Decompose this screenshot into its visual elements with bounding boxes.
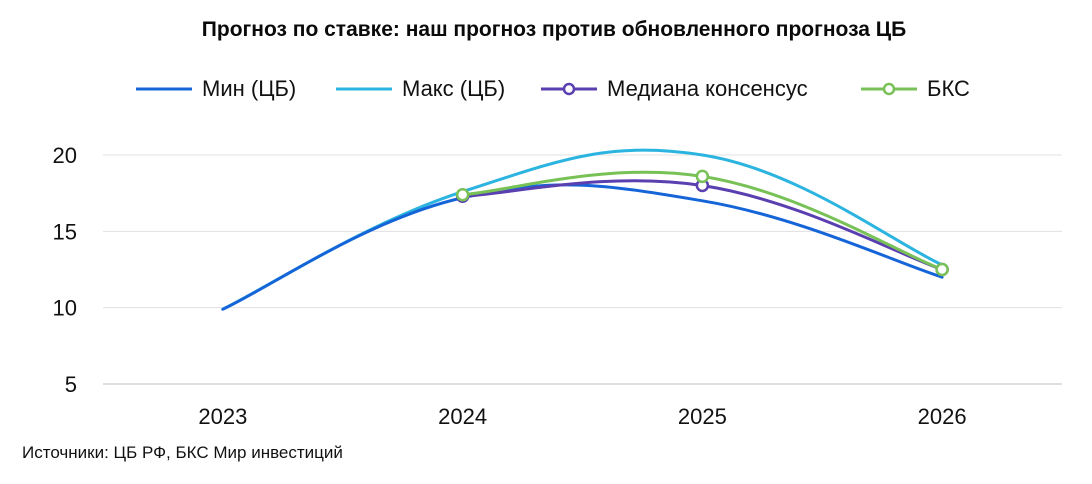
source-note: Источники: ЦБ РФ, БКС Мир инвестиций: [22, 443, 343, 462]
series-marker-3: [455, 187, 470, 202]
legend-item-bks: БКС: [861, 74, 970, 104]
x-tick-label: 2024: [438, 404, 487, 429]
x-tick-label: 2025: [678, 404, 727, 429]
x-tick-label: 2023: [198, 404, 247, 429]
chart-title: Прогноз по ставке: наш прогноз против об…: [201, 18, 907, 41]
y-tick-label: 15: [53, 219, 77, 244]
x-tick-label: 2026: [918, 404, 967, 429]
plot-area: 5 10 15 20 2023 2024 2025 2026: [53, 143, 1062, 429]
legend-label-median: Медиана консенсус: [607, 76, 808, 101]
legend-swatch-median: [541, 82, 597, 96]
y-tick-label: 10: [53, 296, 77, 321]
legend-label-min: Мин (ЦБ): [202, 76, 297, 101]
series-marker-3: [935, 262, 949, 277]
legend-item-median: Медиана консенсус: [541, 74, 808, 104]
legend-swatch-min: [136, 87, 192, 91]
legend-item-min: Мин (ЦБ): [136, 74, 296, 104]
y-tick-label: 20: [53, 143, 77, 168]
series-marker-3: [695, 169, 710, 184]
legend-swatch-max: [336, 87, 392, 91]
legend-item-max: Макс (ЦБ): [336, 74, 505, 104]
legend-swatch-bks: [861, 82, 917, 96]
legend-label-bks: БКС: [927, 76, 970, 101]
legend-label-max: Макс (ЦБ): [402, 76, 506, 101]
y-tick-label: 5: [65, 372, 77, 397]
series-line-1: [221, 148, 944, 311]
legend: Мин (ЦБ) Макс (ЦБ) Медиана консенсус БКС: [0, 74, 1092, 106]
